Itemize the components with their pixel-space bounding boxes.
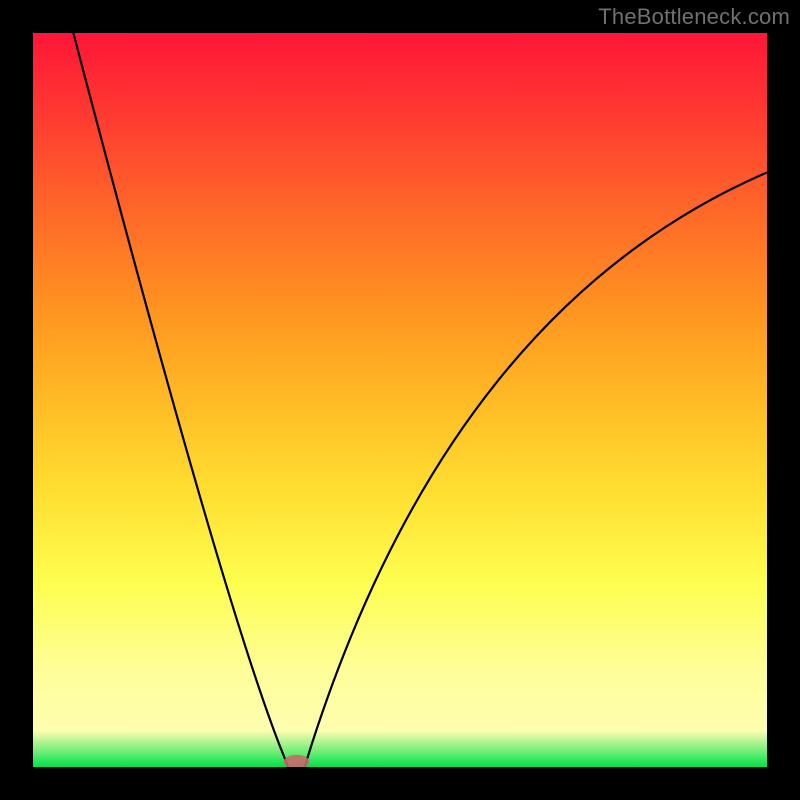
- minimum-marker: [284, 755, 310, 767]
- curve-right-branch: [305, 172, 767, 767]
- curve-left-branch: [73, 33, 288, 767]
- chart-plot-area: [33, 33, 767, 767]
- chart-curve-layer: [33, 33, 767, 767]
- watermark-text: TheBottleneck.com: [598, 4, 790, 30]
